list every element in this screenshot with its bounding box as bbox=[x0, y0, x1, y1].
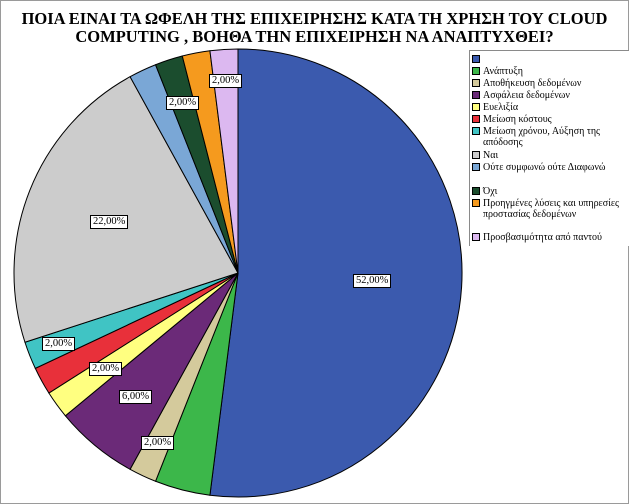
data-label-6: 2,00% bbox=[42, 337, 76, 351]
legend-label-10: Προηγμένες λύσεις και υπηρεσίες προστασί… bbox=[483, 198, 620, 220]
legend-swatch-1 bbox=[472, 67, 480, 75]
legend-swatch-5 bbox=[472, 115, 480, 123]
legend-label-5: Μείωση κόστους bbox=[483, 114, 552, 125]
data-label-4: 2,00% bbox=[89, 362, 123, 376]
pie-slice-7 bbox=[13, 76, 239, 343]
pie-slice-0 bbox=[209, 48, 463, 498]
legend-swatch-3 bbox=[472, 91, 480, 99]
legend-label-1: Ανάπτυξη bbox=[483, 66, 523, 77]
legend-swatch-2 bbox=[472, 79, 480, 87]
chart-title: ΠΟΙΑ ΕΙΝΑΙ ΤΑ ΩΦΕΛΗ ΤΗΣ ΕΠΙΧΕΙΡΗΣΗΣ ΚΑΤΑ… bbox=[0, 10, 629, 46]
chart-title-line-1: ΠΟΙΑ ΕΙΝΑΙ ΤΑ ΩΦΕΛΗ ΤΗΣ ΕΠΙΧΕΙΡΗΣΗΣ ΚΑΤΑ… bbox=[21, 9, 608, 28]
chart-title-line-2: COMPUTING , ΒΟΗΘΑ ΤΗΝ ΕΠΙΧΕΙΡΗΣΗ ΝΑ ΑΝΑΠ… bbox=[75, 27, 554, 46]
data-label-11: 2,00% bbox=[209, 74, 243, 88]
data-label-2: 2,00% bbox=[141, 436, 175, 450]
pie-slice-11 bbox=[209, 48, 239, 274]
legend-swatch-0 bbox=[472, 55, 480, 63]
legend-swatch-11 bbox=[472, 233, 480, 241]
legend-label-7: Ναι bbox=[483, 150, 499, 161]
legend-swatch-9 bbox=[472, 187, 480, 195]
legend-label-2: Αποθήκευση δεδομένων bbox=[483, 78, 582, 89]
legend-label-3: Ασφάλεια δεδομένων bbox=[483, 90, 570, 101]
data-label-7: 22,00% bbox=[90, 215, 129, 229]
legend-label-11: Προσβασιμότητα από παντού bbox=[483, 232, 602, 243]
legend-label-4: Ευελιξία bbox=[483, 102, 519, 113]
legend-swatch-6 bbox=[472, 127, 480, 135]
legend: Ανάπτυξη Αποθήκευση δεδομένων Ασφάλεια δεδ… bbox=[469, 50, 629, 246]
legend-label-6: Μείωση χρόνου, Αύξηση της απόδοσης bbox=[483, 126, 601, 148]
data-label-3: 6,00% bbox=[119, 390, 153, 404]
legend-swatch-10 bbox=[472, 199, 480, 207]
legend-swatch-7 bbox=[472, 151, 480, 159]
legend-swatch-8 bbox=[472, 163, 480, 171]
legend-label-9: Όχι bbox=[483, 186, 498, 197]
data-label-9: 2,00% bbox=[166, 96, 200, 110]
legend-label-8: Ούτε συμφωνώ ούτε Διαφωνώ bbox=[483, 162, 606, 173]
data-label-0: 52,00% bbox=[353, 274, 392, 288]
legend-swatch-4 bbox=[472, 103, 480, 111]
